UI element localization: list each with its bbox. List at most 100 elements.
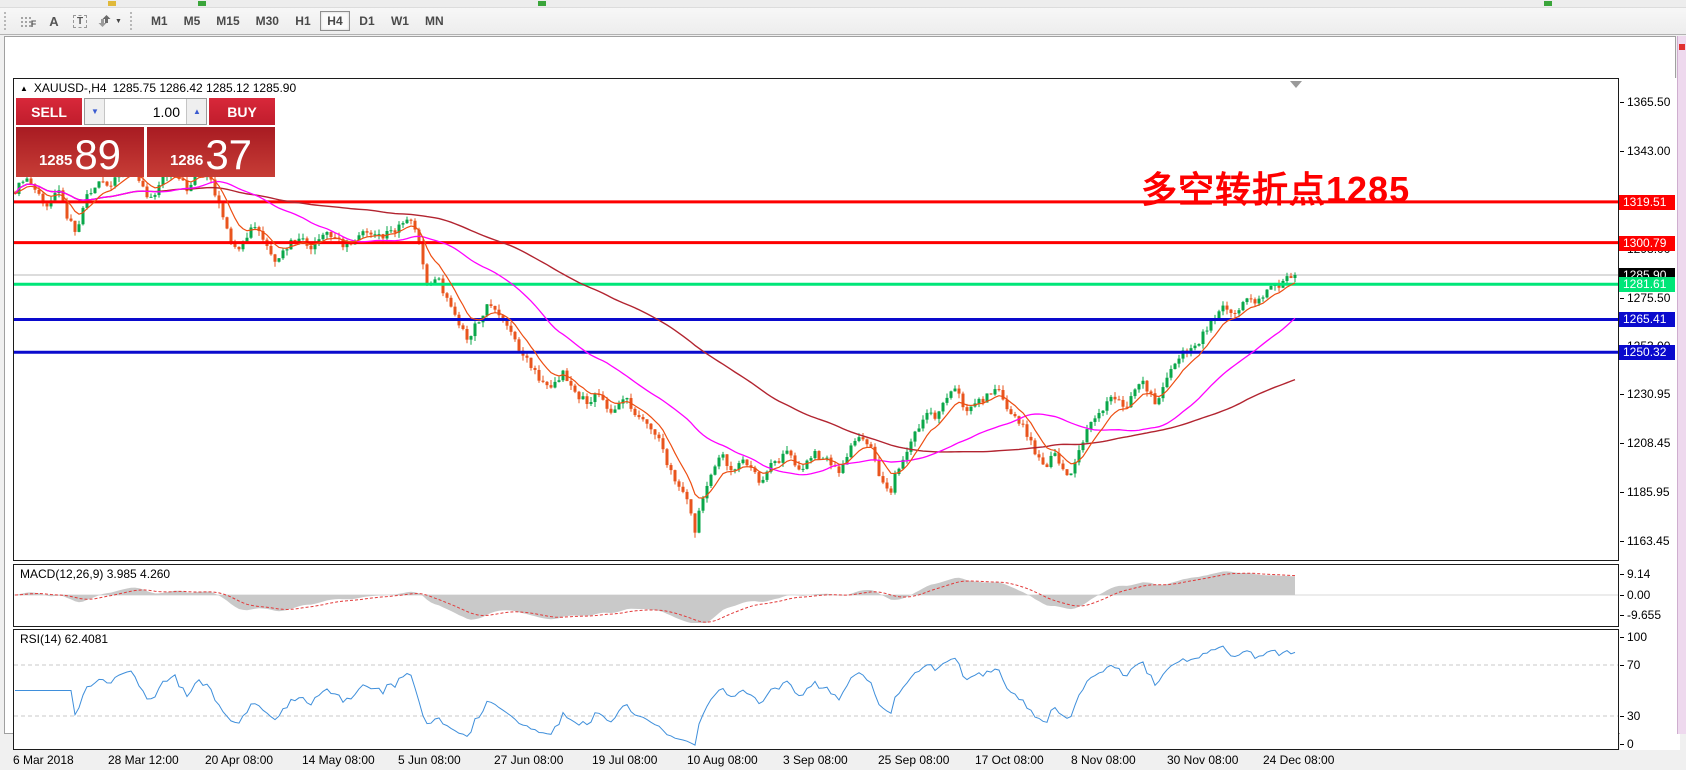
- time-label: 17 Oct 08:00: [975, 753, 1044, 767]
- buy-price-big: 37: [205, 131, 253, 179]
- time-label: 8 Nov 08:00: [1071, 753, 1136, 767]
- time-label: 5 Jun 08:00: [398, 753, 461, 767]
- toolbar: F A T ▼ M1 M5 M15 M30 H1 H4 D1 W1 MN: [0, 8, 1686, 35]
- chevron-down-icon: ▼: [115, 17, 122, 25]
- rsi-label: RSI(14) 62.4081: [20, 632, 109, 646]
- axis-tick-mark: [1620, 615, 1624, 616]
- time-label: 30 Nov 08:00: [1167, 753, 1239, 767]
- remnant-icon-yellow: [108, 1, 116, 6]
- text-label-tool-button[interactable]: T: [67, 10, 93, 32]
- alert-marker-icon: [1679, 44, 1685, 50]
- axis-tick-mark: [1620, 492, 1624, 493]
- time-label: 19 Jul 08:00: [592, 753, 658, 767]
- remnant-icon-green2: [538, 1, 546, 6]
- arrows-icon: [98, 15, 111, 27]
- time-label: 14 May 08:00: [302, 753, 375, 767]
- sell-price-big: 89: [74, 131, 122, 179]
- volume-input[interactable]: [105, 99, 186, 124]
- t-box-icon: T: [72, 14, 88, 28]
- volume-increase-button[interactable]: ▲: [186, 99, 206, 124]
- price-badge-1281.61: 1281.61: [1619, 276, 1675, 292]
- toolbar-grip[interactable]: [4, 12, 11, 30]
- one-click-trading-panel: SELL ▼ ▲ BUY 1285 89 1286 37: [16, 98, 275, 177]
- price-tick-1365.50: 1365.50: [1627, 95, 1671, 109]
- time-label: 10 Aug 08:00: [687, 753, 758, 767]
- price-tick-1185.95: 1185.95: [1627, 485, 1670, 499]
- upper-toolbar-remnant: [0, 0, 1686, 8]
- macd-label: MACD(12,26,9) 3.985 4.260: [20, 567, 171, 581]
- tf-button-D1[interactable]: D1: [352, 11, 382, 31]
- rsi-tick-100: 100: [1627, 630, 1648, 644]
- rsi-line: [15, 645, 1296, 746]
- toolbar-grip-2[interactable]: [129, 12, 137, 30]
- axis-tick-mark: [1620, 298, 1624, 299]
- rsi-tick-70: 70: [1627, 658, 1641, 672]
- grid-dots-icon: [19, 15, 33, 27]
- time-label: 20 Apr 08:00: [205, 753, 274, 767]
- price-tick-1163.45: 1163.45: [1627, 534, 1670, 548]
- price-badge-1319.51: 1319.51: [1619, 194, 1675, 210]
- price-badge-1250.32: 1250.32: [1619, 344, 1675, 360]
- tf-button-M15[interactable]: M15: [209, 11, 246, 31]
- axis-tick-mark: [1620, 102, 1624, 103]
- time-label: 25 Sep 08:00: [878, 753, 950, 767]
- tf-button-H4[interactable]: H4: [319, 11, 350, 31]
- macd-tick-0.00: 0.00: [1627, 588, 1651, 602]
- buy-price-small: 1286: [169, 152, 204, 169]
- right-scroll-strip[interactable]: [1677, 36, 1686, 734]
- remnant-icon-green3: [1544, 1, 1552, 6]
- buy-button[interactable]: BUY: [209, 98, 275, 125]
- text-annotation-tool-button[interactable]: A: [41, 10, 67, 32]
- time-label: 24 Dec 08:00: [1263, 753, 1335, 767]
- tf-button-M5[interactable]: M5: [177, 11, 208, 31]
- timeframe-button-group: M1 M5 M15 M30 H1 H4 D1 W1 MN: [143, 11, 452, 31]
- chart-shift-marker-icon[interactable]: [1290, 81, 1302, 88]
- rsi-panel[interactable]: RSI(14) 62.4081: [13, 629, 1619, 750]
- axis-tick-mark: [1620, 394, 1624, 395]
- tf-button-W1[interactable]: W1: [384, 11, 416, 31]
- price-badge-1265.41: 1265.41: [1619, 311, 1675, 327]
- price-chart-area[interactable]: ▲ XAUUSD-,H4 1285.75 1286.42 1285.12 128…: [13, 78, 1619, 561]
- tf-button-H1[interactable]: H1: [288, 11, 318, 31]
- candlestick-chart: [14, 162, 1618, 538]
- crosshair-grid-tool-button[interactable]: F: [15, 10, 41, 32]
- arrow-objects-tool-button[interactable]: ▼: [93, 10, 126, 32]
- axis-tick-mark: [1620, 637, 1624, 638]
- time-label: 27 Jun 08:00: [494, 753, 564, 767]
- time-label: 6 Mar 2018: [13, 753, 74, 767]
- time-label: 28 Mar 12:00: [108, 753, 179, 767]
- price-tick-1343.00: 1343.00: [1627, 144, 1671, 158]
- axis-tick-mark: [1620, 541, 1624, 542]
- price-tick-1230.95: 1230.95: [1627, 387, 1671, 401]
- macd-indicator: [14, 571, 1618, 623]
- chart-symbol-title: ▲ XAUUSD-,H4 1285.75 1286.42 1285.12 128…: [20, 81, 296, 95]
- volume-control: ▼ ▲: [84, 98, 207, 125]
- collapse-panel-icon[interactable]: ▲: [20, 83, 28, 93]
- buy-price-box[interactable]: 1286 37: [147, 127, 275, 177]
- tf-button-M1[interactable]: M1: [144, 11, 175, 31]
- axis-tick-mark: [1620, 574, 1624, 575]
- rsi-indicator: [14, 645, 1618, 746]
- sell-price-box[interactable]: 1285 89: [16, 127, 144, 177]
- macd-panel[interactable]: MACD(12,26,9) 3.985 4.260: [13, 564, 1619, 627]
- price-badge-1300.79: 1300.79: [1619, 235, 1675, 251]
- time-axis[interactable]: 6 Mar 2018 28 Mar 12:00 20 Apr 08:00 14 May…: [5, 750, 1681, 770]
- price-axis[interactable]: 1365.501343.001298.001275.501253.001230.…: [1619, 78, 1680, 751]
- chart-window: ▲ XAUUSD-,H4 1285.75 1286.42 1285.12 128…: [4, 36, 1680, 767]
- f-label: F: [30, 19, 37, 29]
- tf-button-MN[interactable]: MN: [418, 11, 451, 31]
- price-tick-1275.50: 1275.50: [1627, 291, 1671, 305]
- volume-decrease-button[interactable]: ▼: [85, 99, 105, 124]
- sell-button[interactable]: SELL: [16, 98, 82, 125]
- chart-annotation-text: 多空转折点1285: [1141, 169, 1411, 210]
- sell-price-small: 1285: [38, 152, 73, 169]
- ohlc-values: 1285.75 1286.42 1285.12 1285.90: [112, 81, 297, 95]
- symbol-period-label: XAUUSD-,H4: [33, 81, 107, 95]
- candles-layer: [14, 162, 1297, 538]
- rsi-tick-30: 30: [1627, 709, 1641, 723]
- tf-button-M30[interactable]: M30: [249, 11, 286, 31]
- axis-tick-mark: [1620, 595, 1624, 596]
- macd-tick-9.14: 9.14: [1627, 567, 1651, 581]
- macd-tick--9.655: -9.655: [1627, 608, 1662, 622]
- remnant-icon-green: [198, 1, 206, 6]
